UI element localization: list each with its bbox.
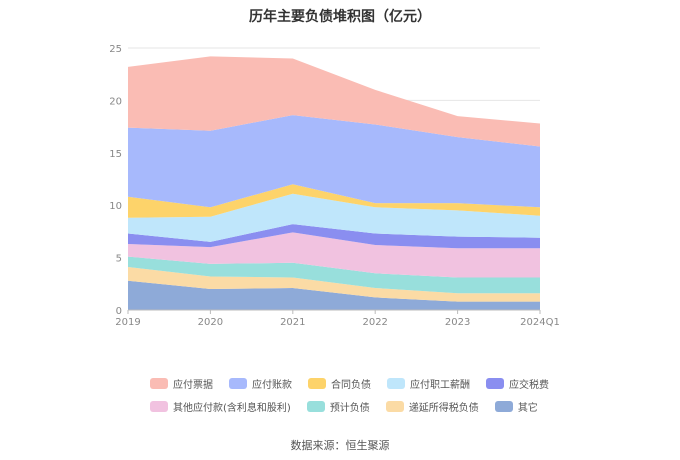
legend-item[interactable]: 应付账款 (229, 376, 292, 391)
legend-label: 应交税费 (509, 380, 549, 391)
legend-item[interactable]: 合同负债 (308, 376, 371, 391)
legend-swatch (385, 401, 404, 412)
y-tick-label: 0 (116, 306, 122, 317)
legend-item[interactable]: 其他应付款(含利息和股利) (150, 399, 291, 414)
area-5 (128, 193, 540, 242)
legend-label: 预计负债 (329, 403, 370, 414)
area-2 (128, 256, 540, 294)
x-tick-label: 2023 (445, 317, 470, 328)
legend-item[interactable]: 应付职工薪酬 (387, 376, 470, 391)
x-tick-label: 2024Q1 (520, 317, 560, 328)
legend-item[interactable]: 应付票据 (150, 376, 213, 391)
y-tick-label: 20 (109, 96, 122, 107)
legend-swatch (387, 378, 405, 389)
legend-swatch (229, 378, 247, 389)
area-0 (128, 280, 540, 310)
area-series (128, 56, 540, 310)
x-tick-label: 2020 (198, 317, 223, 328)
y-tick-label: 25 (109, 44, 122, 55)
x-tick-label: 2021 (280, 317, 305, 328)
legend-swatch (306, 401, 325, 412)
legend-swatch (308, 378, 326, 389)
chart-title: 历年主要负债堆积图（亿元） (249, 9, 431, 25)
y-tick-label: 15 (109, 149, 122, 160)
legend-label: 其他应付款(含利息和股利) (173, 403, 291, 414)
legend-item[interactable]: 递延所得税负债 (385, 399, 479, 414)
axes: 0 5 10 15 20 25 2019 2020 2021 2022 2023 2024Q1 (109, 44, 560, 328)
legend-label: 合同负债 (331, 380, 371, 391)
area-3 (128, 232, 540, 278)
x-tick-label: 2022 (362, 317, 387, 328)
legend-label: 应付票据 (173, 380, 213, 391)
legend-label: 其它 (517, 403, 538, 414)
area-6 (128, 184, 540, 218)
legend-swatch (150, 378, 168, 389)
legend-label: 应付职工薪酬 (410, 380, 470, 391)
x-tick-label: 2019 (115, 317, 140, 328)
legend-label: 递延所得税负债 (408, 403, 479, 414)
data-source-note: 数据来源：恒生聚源 (290, 439, 390, 452)
legend-label: 应付账款 (252, 380, 292, 391)
chart-legend: 应付票据 应付账款 合同负债 应付职工薪酬 应交税费其他应付款(含利息和股利) 预计负债 递… (150, 376, 570, 414)
legend-item[interactable]: 预计负债 (306, 399, 370, 414)
legend-swatch (486, 378, 504, 389)
area-4 (128, 224, 540, 249)
legend-item[interactable]: 其它 (494, 399, 538, 414)
y-tick-label: 5 (116, 254, 122, 265)
area-1 (128, 267, 540, 302)
y-tick-label: 10 (109, 201, 122, 212)
legend-swatch (494, 401, 513, 412)
area-7 (128, 115, 540, 208)
legend-item[interactable]: 应交税费 (486, 376, 549, 391)
area-8 (128, 56, 540, 147)
legend-swatch (150, 401, 168, 412)
